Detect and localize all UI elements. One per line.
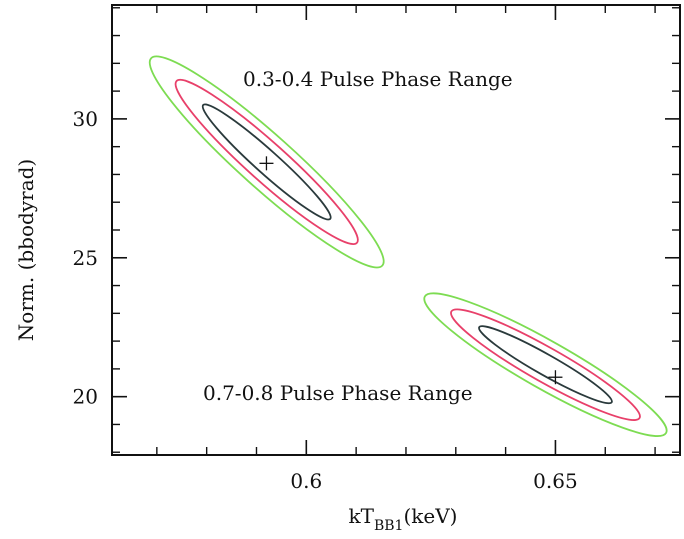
y-tick-label: 25 [73,246,98,270]
annotation-region-2: 0.7-0.8 Pulse Phase Range [203,381,473,405]
y-tick-label: 30 [73,107,98,131]
x-axis-title-subscript: BB1 [374,518,403,534]
contour-region-1-level-2 [174,78,359,245]
contour-region-1-level-1 [201,103,332,221]
x-tick-label: 0.6 [290,469,322,493]
contour-region-1-level-3 [148,55,385,269]
contour-layer [148,55,668,437]
y-tick-label: 20 [73,385,98,409]
y-axis-title: Norm. (bbodyrad) [14,159,38,341]
contour-region-2-level-3 [423,292,668,437]
best-fit-marker-layer [259,156,563,385]
contour-region-2-level-2 [450,308,641,421]
x-axis-title: kTBB1(keV) [349,504,458,534]
x-tick-label: 0.65 [533,469,578,493]
x-axis-title-main: kT [349,504,375,528]
contour-region-2-level-1 [478,325,613,405]
tick-layer: 0.6 0.65 20 25 30 [73,5,680,493]
annotation-region-1: 0.3-0.4 Pulse Phase Range [243,67,513,91]
x-axis-title-unit: (keV) [403,504,457,528]
